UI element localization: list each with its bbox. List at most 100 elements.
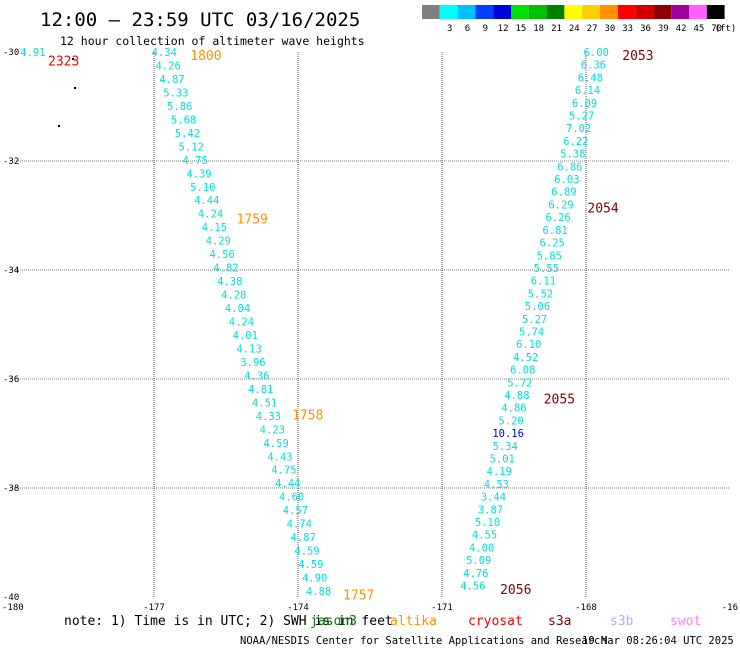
color-scale-label: 9 <box>483 24 488 34</box>
latitude-tick-label: -30 <box>3 48 19 58</box>
wave-height-label: 5.12 <box>179 141 204 153</box>
color-scale-swatch <box>689 5 707 19</box>
wave-height-label: 5.38 <box>560 149 585 161</box>
wave-height-label: 4.39 <box>186 168 211 180</box>
pass-time-label: 2323 <box>48 54 79 69</box>
pass-time-label: 1757 <box>343 589 374 604</box>
wave-height-label: 4.34 <box>152 47 177 59</box>
wave-height-label: 6.03 <box>554 174 579 186</box>
wave-height-label: 4.33 <box>256 411 281 423</box>
satellite-legend-item: altika <box>390 614 437 629</box>
color-scale-swatch <box>439 5 458 19</box>
wave-height-label: 4.36 <box>244 370 269 382</box>
wave-height-label: 5.85 <box>537 250 562 262</box>
wave-height-label: 6.09 <box>572 98 597 110</box>
wave-height-label: 5.33 <box>163 87 188 99</box>
wave-height-label: 3.44 <box>481 492 506 504</box>
wave-height-label: 4.38 <box>217 276 242 288</box>
wave-height-label: 4.81 <box>248 384 273 396</box>
wave-height-label: 4.57 <box>283 505 308 517</box>
wave-height-label: 5.27 <box>569 111 594 123</box>
wave-height-label: 4.52 <box>513 352 538 364</box>
satellite-legend-item: s3a <box>548 614 571 629</box>
color-scale-label: 18 <box>533 24 544 34</box>
footnote: note: 1) Time is in UTC; 2) SWH is in fe… <box>64 614 393 629</box>
wave-height-label: 4.88 <box>306 586 331 598</box>
wave-height-label: 5.55 <box>534 263 559 275</box>
wave-height-label: 6.11 <box>531 276 556 288</box>
wave-height-label: 4.75 <box>271 465 296 477</box>
color-scale-label: 6 <box>465 24 470 34</box>
map-area: -180 -177 -174 -171 -168 -16 -30 -32 -34 -36 -38 -4… <box>2 47 738 613</box>
wave-height-label: 4.55 <box>472 530 497 542</box>
color-scale-swatch <box>671 5 689 19</box>
color-scale-label: 30 <box>604 24 615 34</box>
wave-height-label: 6.26 <box>545 212 570 224</box>
wave-height-label: 4.86 <box>501 403 526 415</box>
wave-height-label: 6.08 <box>510 365 535 377</box>
land-speck <box>74 87 76 89</box>
wave-height-label: 5.68 <box>171 114 196 126</box>
pass-time-label: 2054 <box>587 202 618 217</box>
wave-height-label: 4.75 <box>182 155 207 167</box>
pass-time-label: 2055 <box>544 392 575 407</box>
wave-height-label: 5.01 <box>490 454 515 466</box>
wave-height-label: 6.81 <box>542 225 567 237</box>
wave-height-label: 3.87 <box>478 504 503 516</box>
wave-height-label: 4.15 <box>202 222 227 234</box>
pass-altika: 4.344.264.875.335.865.685.425.124.754.39… <box>152 47 375 604</box>
color-scale-label: 33 <box>622 24 633 34</box>
longitude-tick-label: -168 <box>575 603 597 613</box>
wave-height-label: 5.52 <box>528 288 553 300</box>
wave-height-label: 6.25 <box>540 238 565 250</box>
land-speck <box>58 125 60 127</box>
wave-height-label: 4.28 <box>221 290 246 302</box>
color-scale-swatch <box>493 5 511 19</box>
wave-height-label: 3.96 <box>240 357 265 369</box>
wave-height-label: 5.42 <box>175 128 200 140</box>
color-scale-label: 36 <box>640 24 651 34</box>
color-scale-label: 15 <box>515 24 526 34</box>
longitude-tick-label: -180 <box>2 603 24 613</box>
color-scale-swatch <box>582 5 600 19</box>
wave-height-label: 4.01 <box>233 330 258 342</box>
pass-s3a: 6.006.366.486.146.095.277.026.225.386.86… <box>460 47 653 598</box>
wave-height-label: 4.04 <box>225 303 250 315</box>
pass-time-label: 2056 <box>500 583 531 598</box>
wave-height-label: 4.82 <box>213 263 238 275</box>
map-frame <box>10 52 730 597</box>
wave-height-label: 5.27 <box>522 314 547 326</box>
wave-height-label: 5.86 <box>167 101 192 113</box>
satellite-legend-item: swot <box>670 614 701 629</box>
wave-height-label: 4.74 <box>287 519 312 531</box>
wave-height-label: 5.20 <box>498 415 523 427</box>
wave-height-label: 4.87 <box>290 532 315 544</box>
satellite-legend-item: cryosat <box>468 614 523 629</box>
wave-height-label: 4.26 <box>155 60 180 72</box>
color-scale-unit: (ft) <box>715 24 737 34</box>
color-scale-swatch <box>528 5 547 19</box>
wave-height-label: 5.09 <box>466 555 491 567</box>
color-scale-label: 39 <box>658 24 669 34</box>
color-scale-label: 21 <box>551 24 562 34</box>
wave-height-label: 4.88 <box>504 390 529 402</box>
latitude-tick-label: -36 <box>3 375 19 385</box>
color-scale-swatch <box>706 5 725 19</box>
color-scale-swatch <box>564 5 583 19</box>
satellite-legend-item: jason3 <box>310 614 357 629</box>
color-scale-swatch <box>457 5 476 19</box>
color-scale-label: 45 <box>693 24 704 34</box>
color-scale-swatch <box>511 5 529 19</box>
color-scale-label: 3 <box>447 24 452 34</box>
color-scale-label: 27 <box>587 24 598 34</box>
wave-height-label: 4.91 <box>20 47 45 59</box>
color-scale-label: 70 <box>711 24 722 34</box>
wave-height-label: 4.53 <box>484 479 509 491</box>
longitude-tick-label: -16 <box>722 603 738 613</box>
latitude-tick-label: -34 <box>3 266 19 276</box>
wave-height-label: 4.24 <box>198 209 223 221</box>
altimeter-passes: 4.344.264.875.335.865.685.425.124.754.39… <box>20 47 653 604</box>
satellite-legend-item: s3b <box>610 614 634 629</box>
